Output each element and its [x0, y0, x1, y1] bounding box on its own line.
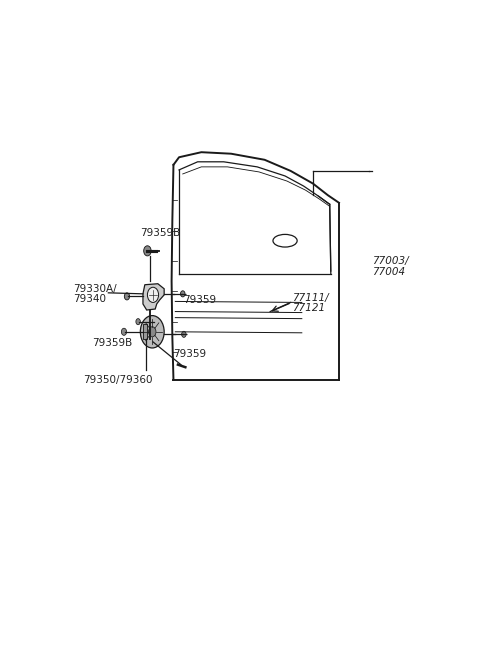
Text: 77003/: 77003/ [372, 256, 409, 266]
Circle shape [136, 319, 140, 325]
Text: 77111/: 77111/ [292, 293, 329, 303]
Circle shape [181, 331, 186, 337]
Circle shape [140, 315, 164, 348]
Circle shape [180, 291, 185, 297]
Text: 79340: 79340 [73, 294, 106, 304]
Circle shape [148, 327, 156, 337]
Circle shape [124, 293, 130, 300]
Text: 77004: 77004 [372, 267, 406, 277]
Text: 79359B: 79359B [92, 338, 132, 348]
Circle shape [147, 287, 158, 302]
Polygon shape [143, 324, 147, 340]
Circle shape [121, 328, 127, 335]
Text: 79359: 79359 [173, 349, 206, 359]
Text: 79330A/: 79330A/ [73, 284, 117, 294]
Text: 77121: 77121 [292, 303, 325, 313]
Text: 79359: 79359 [183, 295, 216, 305]
Text: 79359B: 79359B [140, 228, 180, 238]
Polygon shape [143, 284, 164, 310]
Circle shape [144, 246, 151, 256]
Text: 79350/79360: 79350/79360 [83, 375, 153, 385]
